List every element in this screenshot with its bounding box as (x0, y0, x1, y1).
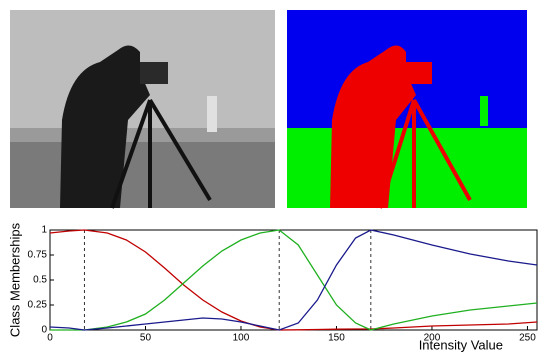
x-tick-label: 150 (328, 333, 345, 344)
x-tick-label: 50 (140, 333, 152, 344)
x-tick-label: 250 (519, 333, 536, 344)
y-tick-label: 0.25 (28, 300, 48, 311)
y-tick-label: 0.75 (28, 250, 48, 261)
original-photo (10, 10, 275, 208)
x-tick-label: 200 (424, 333, 441, 344)
figure: Intensity Value Class Memberships 00.250… (0, 0, 539, 352)
x-tick-label: 0 (47, 333, 53, 344)
x-tick-label: 100 (233, 333, 250, 344)
plot-frame (50, 230, 537, 330)
segmented-photo (287, 10, 527, 208)
y-axis-label: Class Memberships (7, 222, 22, 337)
y-tick-label: 0.5 (33, 275, 47, 286)
y-tick-label: 1 (41, 225, 47, 236)
